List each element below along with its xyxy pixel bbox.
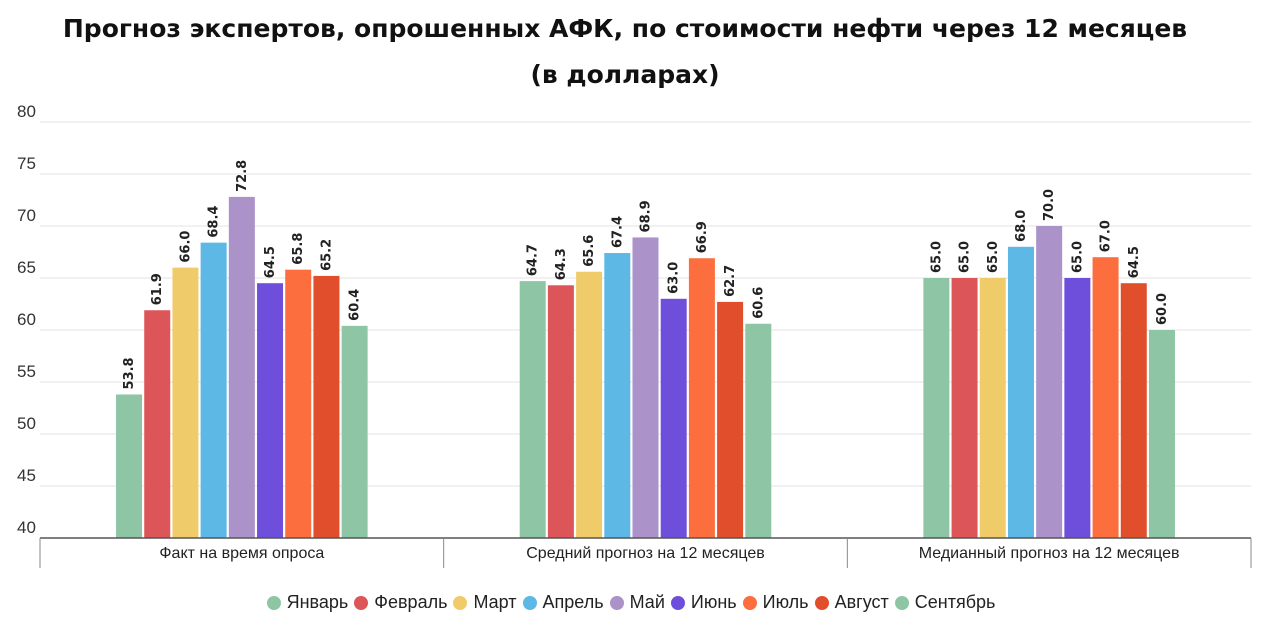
legend-label: Июнь	[690, 592, 737, 612]
chart-title: Прогноз экспертов, опрошенных АФК, по ст…	[62, 14, 1188, 43]
legend-swatch	[453, 595, 468, 610]
bar	[228, 196, 255, 538]
legend-label: Январь	[286, 592, 349, 612]
data-label: 60.0	[1155, 293, 1170, 325]
data-label: 64.5	[263, 246, 278, 278]
bar	[144, 310, 171, 538]
y-tick-label: 55	[17, 362, 36, 381]
legend-item: Февраль	[354, 592, 447, 613]
bar	[576, 271, 603, 538]
bars: 53.8 61.9 66.0 68.4 72.8 64.5 65.8 65.2 60.4 64.7…	[116, 160, 1175, 539]
bar	[200, 242, 227, 538]
data-label: 68.4	[207, 206, 222, 238]
bar	[979, 278, 1006, 538]
bar	[519, 281, 546, 538]
x-axis: Факт на время опроса Средний прогноз на 1…	[39, 537, 1252, 568]
y-tick-label: 65	[17, 258, 36, 277]
bar	[632, 237, 659, 538]
legend-label: Май	[629, 592, 665, 612]
y-tick-label: 40	[17, 518, 36, 537]
legend-swatch	[522, 595, 537, 610]
bar	[1120, 283, 1147, 538]
bar	[951, 278, 978, 538]
bar	[604, 253, 631, 539]
legend-swatch	[354, 595, 369, 610]
bar	[1036, 226, 1063, 538]
data-label: 53.8	[122, 357, 137, 389]
data-label: 64.3	[554, 248, 569, 280]
legend-swatch	[266, 595, 281, 610]
y-tick-label: 75	[17, 154, 36, 173]
data-label: 65.0	[1070, 241, 1085, 273]
legend-label: Апрель	[542, 592, 604, 612]
legend-item: Июль	[742, 592, 809, 613]
bar	[923, 278, 950, 538]
chart-subtitle: (в долларах)	[530, 60, 720, 89]
data-label: 65.0	[929, 241, 944, 273]
bar	[341, 325, 368, 538]
bar	[116, 394, 143, 538]
data-label: 60.6	[751, 287, 766, 319]
category-label: Медианный прогноз на 12 месяцев	[919, 545, 1180, 562]
legend-item: Март	[453, 592, 517, 613]
y-tick-label: 70	[17, 206, 36, 225]
category-label: Средний прогноз на 12 месяцев	[526, 545, 765, 562]
legend-swatch	[609, 595, 624, 610]
legend-item: Июнь	[670, 592, 737, 613]
data-label: 65.8	[291, 233, 306, 265]
legend-item: Август	[814, 592, 889, 613]
data-label: 67.0	[1099, 220, 1114, 252]
bar	[1092, 257, 1119, 538]
data-label: 67.4	[610, 216, 625, 248]
data-label: 65.6	[582, 235, 597, 267]
data-label: 65.2	[319, 239, 334, 271]
bar	[745, 323, 772, 538]
legend-label: Март	[473, 592, 517, 612]
y-tick-label: 80	[17, 102, 36, 121]
legend: Январь Февраль Март Апрель Май Июнь Июль Август…	[0, 592, 1262, 613]
legend-swatch	[670, 595, 685, 610]
data-label: 64.5	[1127, 246, 1142, 278]
legend-swatch	[894, 595, 909, 610]
bar	[1148, 330, 1175, 538]
data-label: 68.9	[639, 200, 654, 232]
data-label: 66.0	[178, 231, 193, 263]
data-label: 62.7	[723, 265, 738, 297]
data-label: 70.0	[1042, 189, 1057, 221]
bar	[172, 267, 199, 538]
bar	[1007, 246, 1034, 539]
bar	[1064, 278, 1091, 538]
y-tick-label: 45	[17, 466, 36, 485]
category-label: Факт на время опроса	[159, 545, 324, 562]
bar	[688, 258, 715, 538]
legend-label: Июль	[762, 592, 809, 612]
legend-label: Сентябрь	[914, 592, 996, 612]
legend-item: Май	[609, 592, 665, 613]
data-label: 65.0	[958, 241, 973, 273]
bar	[313, 275, 340, 538]
bar	[285, 269, 312, 538]
data-label: 60.4	[348, 289, 363, 321]
y-tick-label: 60	[17, 310, 36, 329]
y-tick-label: 50	[17, 414, 36, 433]
bar	[660, 298, 687, 538]
legend-label: Февраль	[374, 592, 448, 612]
data-label: 63.0	[667, 262, 682, 294]
data-label: 66.9	[695, 221, 710, 253]
legend-item: Январь	[266, 592, 349, 613]
bar	[547, 285, 574, 538]
data-label: 68.0	[1014, 210, 1029, 242]
data-label: 72.8	[235, 160, 250, 192]
legend-swatch	[742, 595, 757, 610]
legend-swatch	[814, 595, 829, 610]
data-label: 65.0	[986, 241, 1001, 273]
legend-item: Сентябрь	[894, 592, 996, 613]
bar	[257, 283, 284, 538]
legend-label: Август	[834, 592, 889, 612]
data-label: 61.9	[150, 273, 165, 305]
bar	[717, 301, 744, 538]
legend-item: Апрель	[522, 592, 604, 613]
data-label: 64.7	[526, 244, 541, 276]
